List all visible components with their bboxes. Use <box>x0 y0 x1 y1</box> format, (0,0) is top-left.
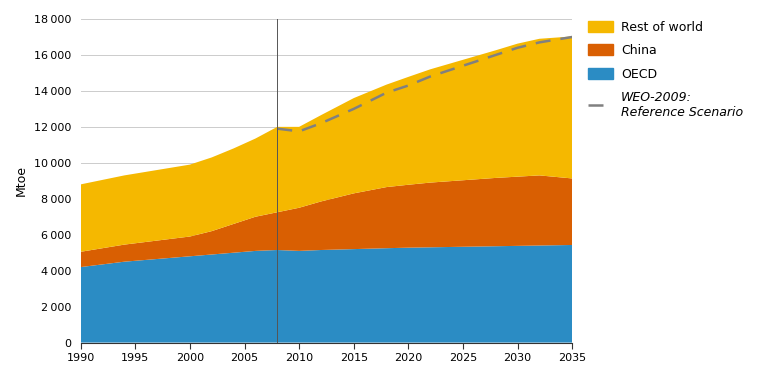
Legend: Rest of world, China, OECD, WEO-2009:
Reference Scenario: Rest of world, China, OECD, WEO-2009: Re… <box>584 15 748 124</box>
Y-axis label: Mtoe: Mtoe <box>15 165 28 196</box>
